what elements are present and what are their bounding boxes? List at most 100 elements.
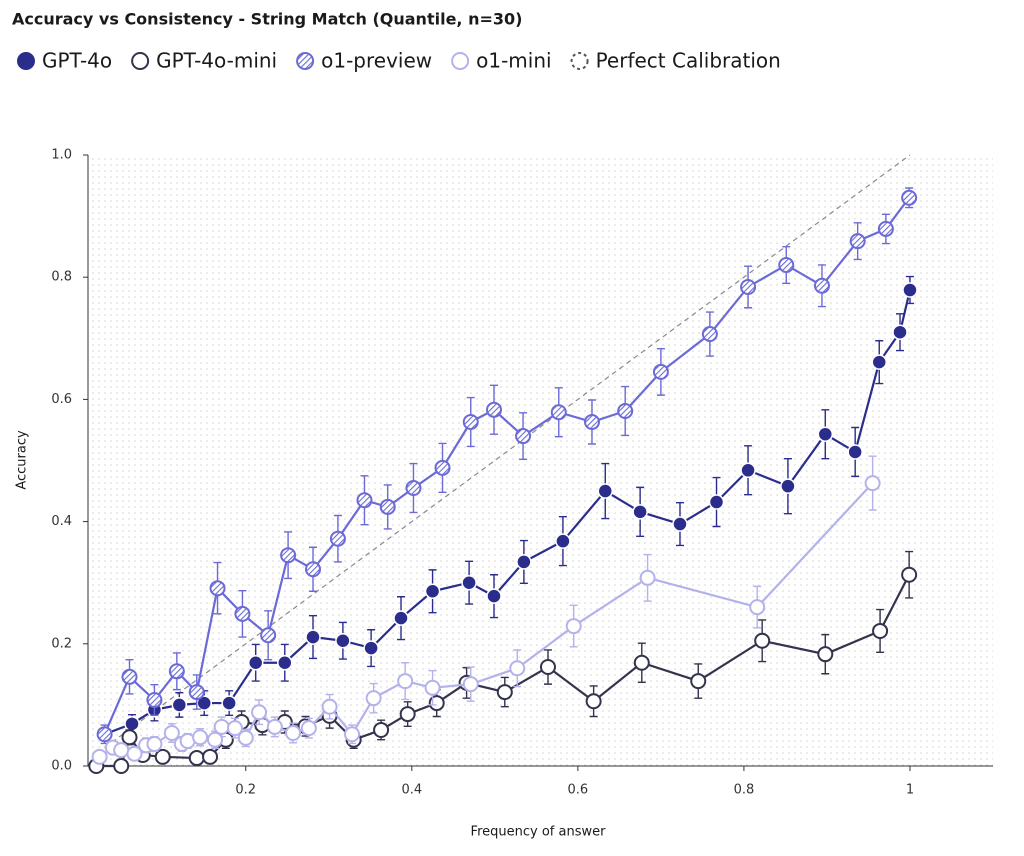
data-point [632,504,648,520]
data-point [902,282,918,298]
legend-label: GPT-4o [42,49,112,73]
legend-marker [131,52,150,70]
data-point [192,729,209,746]
data-point [754,632,771,649]
data-point [849,233,866,250]
data-point [163,725,180,742]
data-point [226,720,243,737]
data-point [515,428,532,445]
data-point [652,363,669,380]
data-point [550,404,567,421]
data-point [892,324,908,340]
data-point [209,580,226,597]
data-point [260,627,277,644]
data-point [397,673,414,690]
data-point [428,695,445,712]
data-point [690,673,707,690]
data-point [168,663,185,680]
legend-label: o1-mini [476,49,551,73]
x-tick-label: 0.6 [568,783,589,798]
legend-label: GPT-4o-mini [156,49,277,73]
data-point [113,742,130,759]
data-point [901,189,918,206]
series [96,187,918,745]
data-point [280,547,297,564]
data-point [434,459,451,476]
x-axis-label: Frequency of answer [471,825,607,840]
x-tick-label: 0.2 [235,783,256,798]
data-point [424,583,441,600]
data-point [496,684,513,701]
chart-title: Accuracy vs Consistency - String Match (… [12,10,522,29]
data-point [486,401,503,418]
data-point [363,640,379,656]
data-point [251,704,268,721]
series-line [104,289,912,736]
data-point [405,479,422,496]
data-point [285,725,302,742]
data-point [633,654,650,671]
data-point [207,731,224,748]
data-point [565,618,582,635]
data-point [817,426,834,442]
data-point [877,220,894,237]
data-point [373,721,390,738]
data-point [202,748,219,765]
data-point [585,693,602,710]
data-point [399,706,416,723]
data-point [247,654,264,671]
data-point [872,622,889,639]
data-point [234,605,251,622]
data-point [154,748,171,765]
data-point [778,256,795,273]
data-point [555,533,571,549]
data-point [847,444,863,460]
calibration-line [104,154,911,749]
x-tick-label: 0.4 [401,783,422,798]
data-point [708,494,725,510]
data-point [344,726,361,743]
data-point [266,718,283,735]
legend-marker [296,52,315,70]
data-point [539,659,556,676]
data-point [701,326,718,343]
data-point [356,492,373,509]
data-point [113,758,130,774]
data-point [335,632,351,649]
data-point [146,692,163,709]
data-point [305,629,321,645]
data-point [126,745,143,762]
data-point [740,278,757,295]
data-point [672,516,688,532]
x-tick-label: 0.8 [734,783,755,798]
data-point [237,729,254,746]
data-point [121,668,138,685]
data-point [871,354,888,370]
data-point [96,726,113,743]
data-point [146,736,163,753]
data-point [305,561,322,578]
legend-marker [17,52,35,70]
y-tick-label: 0.6 [51,392,72,407]
data-point [188,750,205,767]
legend-label: Perfect Calibration [596,49,781,73]
data-point [749,599,766,616]
x-tick-label: 1 [906,783,914,798]
data-point [393,610,409,626]
data-point [461,574,477,591]
data-point [424,679,441,696]
legend-marker [570,52,589,70]
data-point [462,414,479,431]
data-point [300,720,317,737]
data-point [277,654,293,671]
y-tick-label: 0.2 [51,636,72,651]
y-tick-label: 0.0 [51,759,72,774]
data-point [509,660,526,677]
data-point [462,676,479,693]
data-point [597,483,614,499]
data-point [171,697,188,713]
y-tick-label: 0.8 [51,270,72,285]
data-point [379,498,396,515]
data-point [780,478,796,494]
data-point [740,462,756,479]
